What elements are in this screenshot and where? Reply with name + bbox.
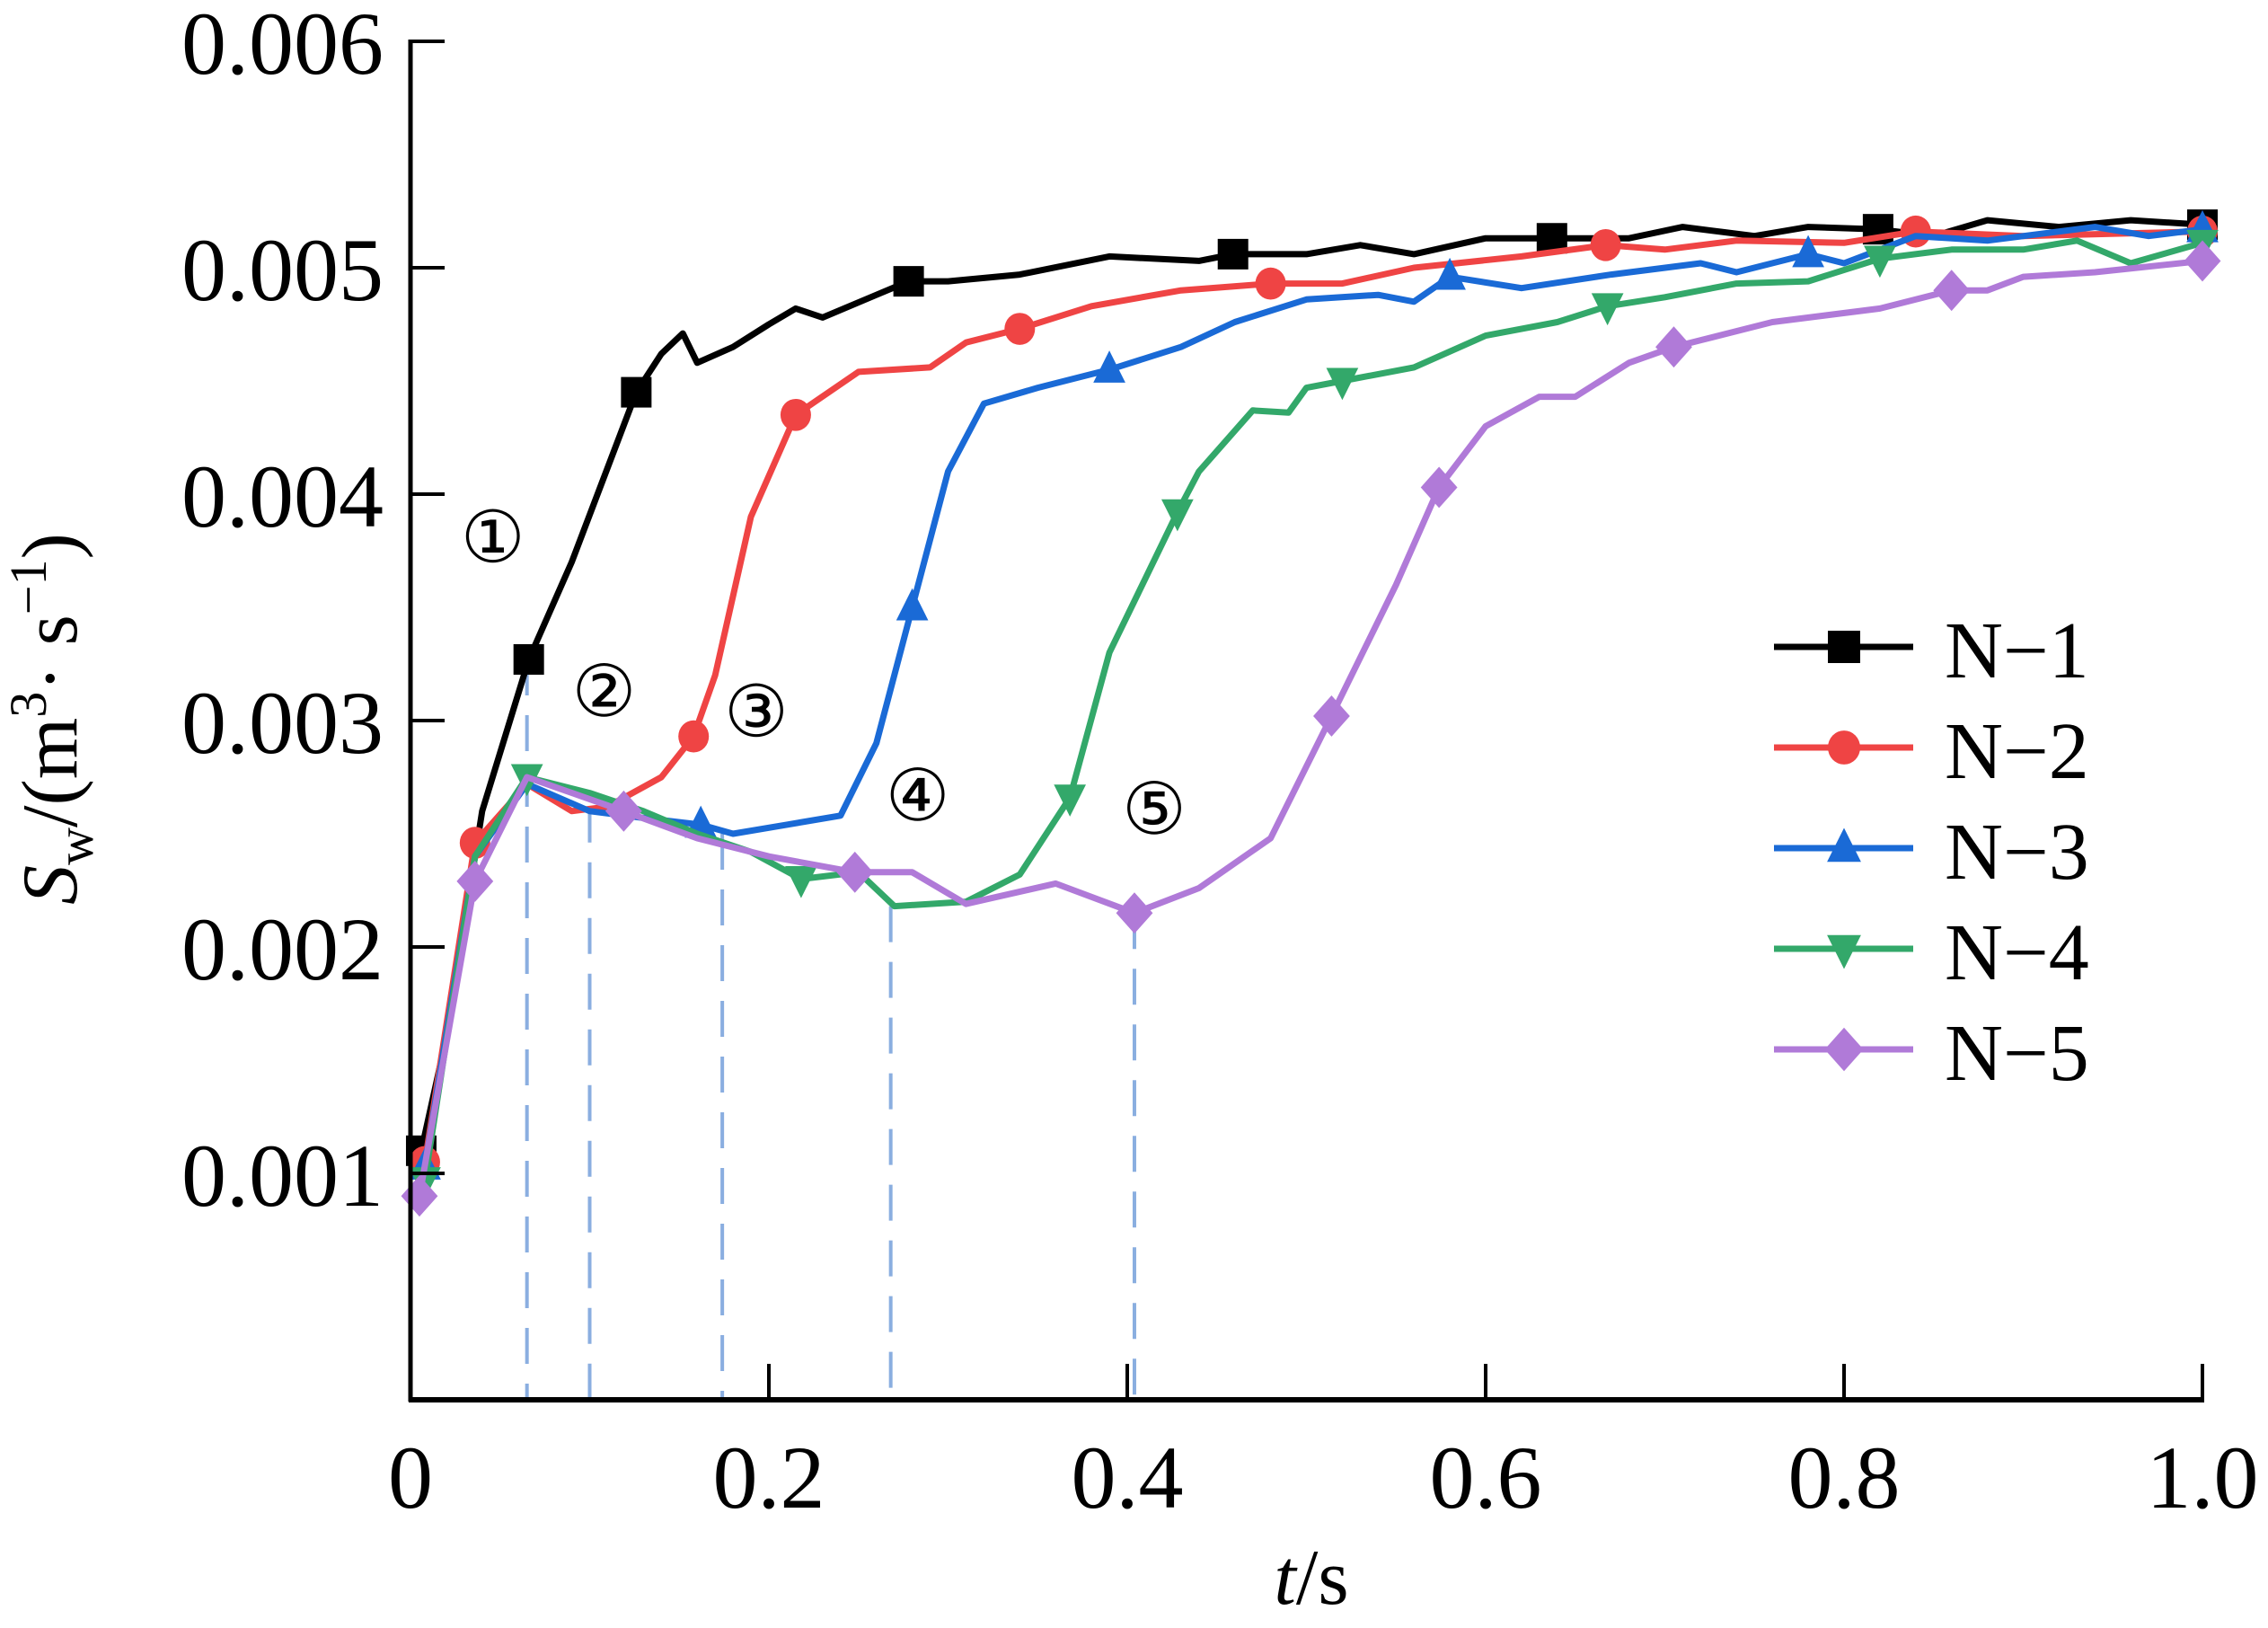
data-point	[2184, 240, 2221, 282]
x-tick-label: 0.4	[1072, 1428, 1184, 1527]
legend-item: N−5	[1774, 1009, 2089, 1098]
annotation-label: ①	[461, 500, 525, 579]
data-point	[1004, 313, 1036, 345]
x-tick-label: 0.6	[1430, 1428, 1542, 1527]
data-point	[1217, 238, 1249, 270]
data-point	[1792, 234, 1824, 268]
legend-marker	[1828, 730, 1860, 765]
data-point	[1326, 367, 1359, 401]
data-point	[1933, 270, 1971, 312]
axes	[408, 40, 2204, 1402]
data-point	[896, 588, 929, 621]
data-point	[1434, 257, 1466, 290]
x-axis-title: t/s	[1274, 1535, 1348, 1622]
annotation-label: ④	[886, 757, 950, 836]
x-tick-label: 0.2	[713, 1428, 825, 1527]
legend-marker	[1827, 827, 1861, 863]
data-point	[1093, 350, 1125, 383]
data-point	[785, 865, 817, 898]
legend-label: N−2	[1945, 707, 2089, 796]
annotation-label: ③	[724, 674, 789, 753]
series-line	[421, 237, 2206, 1184]
data-point	[1255, 267, 1286, 300]
data-point	[780, 398, 811, 431]
series-line	[418, 217, 2206, 1155]
legend-marker	[1824, 1027, 1864, 1072]
legend-item: N−2	[1774, 707, 2089, 796]
legend-item: N−3	[1774, 808, 2089, 897]
data-point	[1054, 784, 1087, 817]
y-axis-title: Sw/(m3· s−1)	[0, 533, 104, 905]
legend-marker	[1827, 934, 1861, 969]
y-tick-label: 0.003	[181, 673, 384, 773]
data-point	[1655, 326, 1692, 368]
data-point	[893, 266, 924, 297]
y-tick-label: 0.006	[181, 0, 384, 93]
legend-item: N−4	[1774, 908, 2089, 997]
series-line	[421, 224, 2206, 1170]
data-point	[678, 720, 710, 753]
data-point	[1864, 245, 1896, 279]
series-line	[416, 257, 2206, 1199]
data-point	[513, 643, 544, 675]
data-point	[605, 790, 642, 832]
y-tick-label: 0.001	[181, 1126, 384, 1225]
data-point	[621, 376, 652, 408]
x-tick-label: 0	[388, 1428, 433, 1527]
data-point	[456, 860, 494, 902]
y-ticks: 0.001 0.002 0.003 0.004 0.005 0.006	[181, 0, 445, 1225]
reference-lines	[525, 659, 1136, 1400]
data-point	[836, 851, 874, 893]
x-ticks: 0 0.2 0.4 0.6 0.8 1.0	[388, 1364, 2259, 1527]
annotation-label: ⑤	[1122, 771, 1187, 850]
data-point	[1313, 695, 1350, 737]
legend: N−1 N−2 N−3 N−4 N−5	[1774, 606, 2089, 1098]
y-tick-label: 0.002	[181, 899, 384, 999]
y-tick-label: 0.004	[181, 447, 384, 546]
series-layer	[401, 209, 2221, 1217]
legend-label: N−3	[1945, 808, 2089, 897]
data-point	[1161, 499, 1194, 532]
annotations: ①② ③ ④ ⑤	[461, 500, 1187, 850]
data-point	[1116, 892, 1153, 934]
legend-marker	[1828, 631, 1860, 663]
data-point	[1590, 228, 1621, 261]
x-tick-label: 0.8	[1788, 1428, 1901, 1527]
legend-item: N−1	[1774, 606, 2089, 695]
data-point	[1591, 293, 1624, 326]
y-tick-label: 0.005	[181, 220, 384, 320]
x-tick-label: 1.0	[2147, 1428, 2259, 1527]
legend-label: N−4	[1945, 908, 2089, 997]
data-point	[1420, 466, 1458, 509]
legend-label: N−5	[1945, 1009, 2089, 1098]
series-line	[421, 228, 2206, 1165]
annotation-label: ②	[572, 653, 637, 732]
legend-label: N−1	[1945, 606, 2089, 695]
